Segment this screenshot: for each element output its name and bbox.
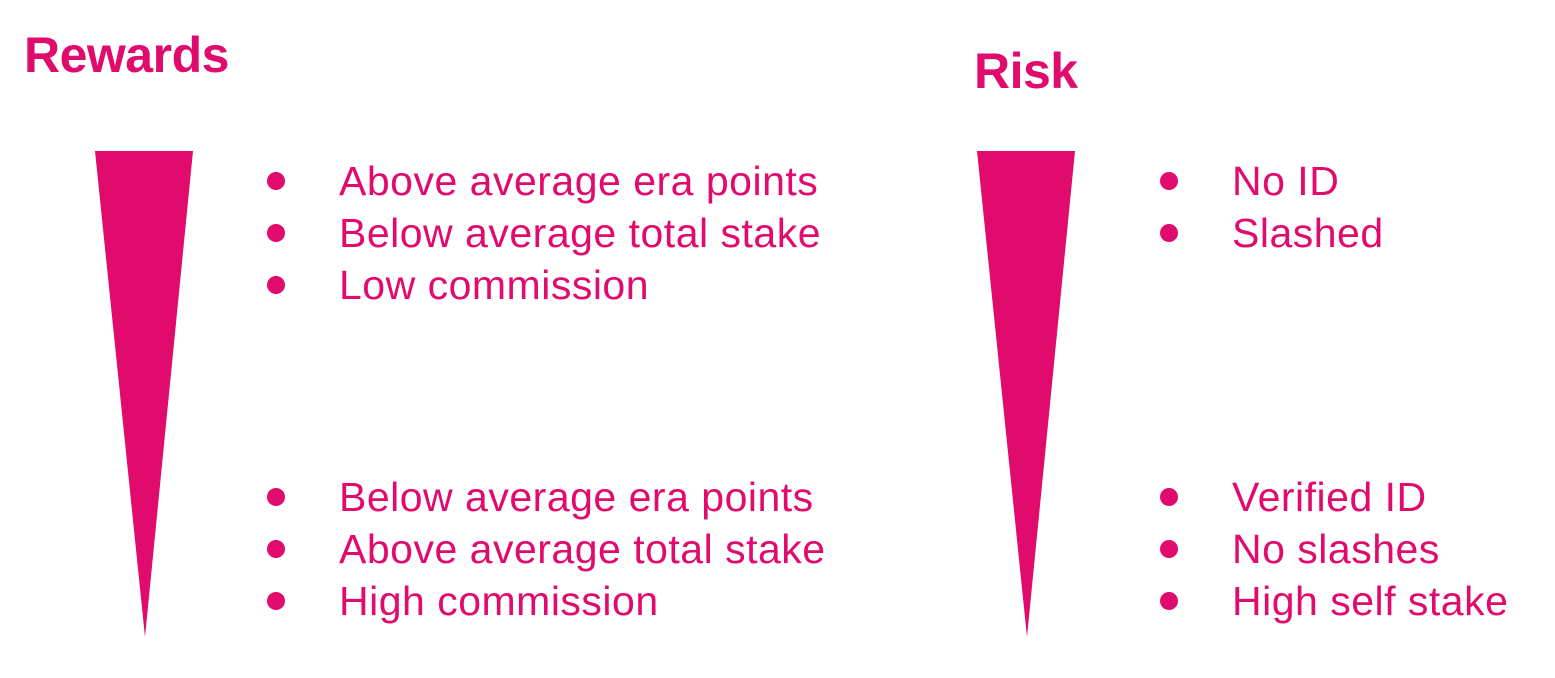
rewards-wedge-shape — [95, 151, 193, 637]
bullet-dot-icon — [1160, 540, 1178, 558]
bullet-dot-icon — [267, 172, 285, 190]
list-item-label: Below average total stake — [339, 210, 821, 256]
list-item: Slashed — [1160, 207, 1384, 259]
list-item-label: High self stake — [1232, 578, 1509, 624]
bullet-dot-icon — [267, 540, 285, 558]
rewards-scale-wedge — [95, 151, 193, 637]
list-item: Low commission — [267, 259, 821, 311]
bullet-dot-icon — [1160, 592, 1178, 610]
list-item-label: Above average total stake — [339, 526, 826, 572]
list-item: High self stake — [1160, 575, 1508, 627]
bullet-dot-icon — [1160, 172, 1178, 190]
bullet-dot-icon — [1160, 488, 1178, 506]
list-item-label: High commission — [339, 578, 659, 624]
list-item-label: No slashes — [1232, 526, 1440, 572]
list-item: No slashes — [1160, 523, 1508, 575]
bullet-dot-icon — [267, 224, 285, 242]
bullet-dot-icon — [267, 488, 285, 506]
list-item: Below average total stake — [267, 207, 821, 259]
rewards-heading: Rewards — [24, 27, 229, 83]
list-item-label: Low commission — [339, 262, 650, 308]
list-item: High commission — [267, 575, 826, 627]
list-item-label: Slashed — [1232, 210, 1384, 256]
list-item-label: No ID — [1232, 158, 1340, 204]
risk-heading: Risk — [974, 43, 1078, 99]
bullet-dot-icon — [267, 276, 285, 294]
list-item: Verified ID — [1160, 471, 1508, 523]
bullet-dot-icon — [267, 592, 285, 610]
list-item-label: Verified ID — [1232, 474, 1427, 520]
risk-low-list: Verified ID No slashes High self stake — [1160, 471, 1508, 627]
risk-wedge-shape — [977, 151, 1075, 637]
list-item: Below average era points — [267, 471, 826, 523]
risk-high-list: No ID Slashed — [1160, 155, 1384, 259]
list-item-label: Below average era points — [339, 474, 814, 520]
rewards-low-list: Below average era points Above average t… — [267, 471, 826, 627]
list-item: No ID — [1160, 155, 1384, 207]
rewards-high-list: Above average era points Below average t… — [267, 155, 821, 311]
list-item: Above average total stake — [267, 523, 826, 575]
bullet-dot-icon — [1160, 224, 1178, 242]
list-item-label: Above average era points — [339, 158, 819, 204]
risk-scale-wedge — [977, 151, 1075, 637]
list-item: Above average era points — [267, 155, 821, 207]
